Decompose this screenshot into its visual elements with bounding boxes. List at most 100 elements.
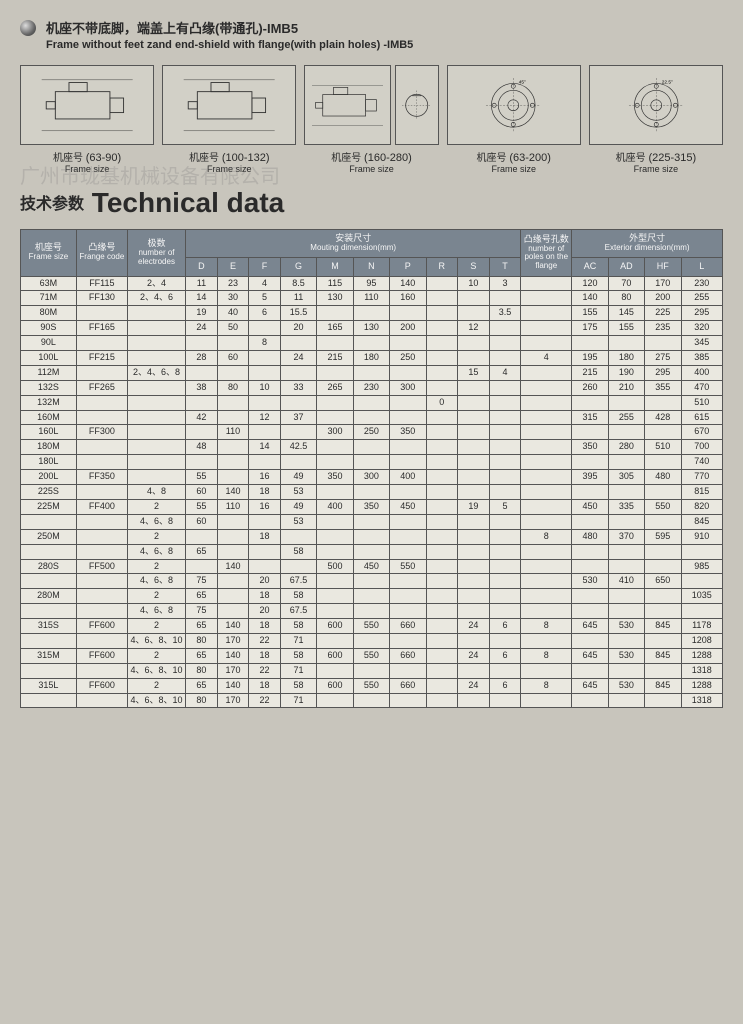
table-cell bbox=[280, 395, 316, 410]
table-cell bbox=[645, 604, 681, 619]
table-cell: 58 bbox=[280, 678, 316, 693]
table-cell: 24 bbox=[458, 648, 490, 663]
table-cell bbox=[353, 663, 389, 678]
table-cell: 65 bbox=[186, 678, 218, 693]
table-cell bbox=[317, 485, 353, 500]
table-cell bbox=[390, 574, 426, 589]
table-cell: 6 bbox=[489, 678, 521, 693]
table-cell: 5 bbox=[249, 291, 281, 306]
table-cell bbox=[458, 559, 490, 574]
table-row: 90L8345 bbox=[21, 336, 723, 351]
table-cell: FF600 bbox=[76, 678, 127, 693]
table-cell bbox=[645, 485, 681, 500]
table-cell: FF600 bbox=[76, 619, 127, 634]
table-cell bbox=[353, 455, 389, 470]
table-cell: 20 bbox=[249, 574, 281, 589]
table-cell: 58 bbox=[280, 619, 316, 634]
table-cell: 42 bbox=[186, 410, 218, 425]
diagram-label: 机座号 (63-200)Frame size bbox=[477, 149, 551, 175]
table-cell: 140 bbox=[217, 619, 249, 634]
table-cell bbox=[681, 574, 722, 589]
table-cell: 615 bbox=[681, 410, 722, 425]
table-cell: 71M bbox=[21, 291, 77, 306]
table-cell: 200 bbox=[645, 291, 681, 306]
table-cell: 230 bbox=[681, 276, 722, 291]
title-en: Frame without feet zand end-shield with … bbox=[46, 39, 723, 51]
svg-text:22.5°: 22.5° bbox=[661, 79, 672, 85]
table-cell bbox=[572, 693, 608, 708]
table-cell: 170 bbox=[217, 663, 249, 678]
table-cell: 4、6、8 bbox=[127, 574, 185, 589]
table-cell: 16 bbox=[249, 470, 281, 485]
table-cell bbox=[458, 470, 490, 485]
table-cell bbox=[521, 276, 572, 291]
table-cell: 24 bbox=[458, 678, 490, 693]
table-cell bbox=[489, 291, 521, 306]
table-cell: 820 bbox=[681, 499, 722, 514]
table-cell bbox=[426, 470, 458, 485]
table-cell: 80 bbox=[186, 633, 218, 648]
table-cell: 645 bbox=[572, 678, 608, 693]
table-cell bbox=[249, 514, 281, 529]
table-cell bbox=[426, 663, 458, 678]
table-cell: 12 bbox=[458, 321, 490, 336]
table-cell bbox=[353, 529, 389, 544]
table-cell: 63M bbox=[21, 276, 77, 291]
table-cell bbox=[217, 410, 249, 425]
table-cell bbox=[608, 544, 644, 559]
table-cell: 4、6、8 bbox=[127, 514, 185, 529]
table-cell bbox=[127, 395, 185, 410]
table-cell bbox=[353, 336, 389, 351]
table-cell bbox=[521, 291, 572, 306]
table-row: 71MFF1302、4、6143051113011016014080200255 bbox=[21, 291, 723, 306]
table-cell: 295 bbox=[681, 306, 722, 321]
table-cell: 75 bbox=[186, 574, 218, 589]
table-cell: 530 bbox=[608, 619, 644, 634]
diagram-group: 机座号 (100-132)Frame size bbox=[162, 65, 296, 175]
table-row: 315SFF6002651401858600550660246864553084… bbox=[21, 619, 723, 634]
table-cell: 18 bbox=[249, 648, 281, 663]
table-cell: 1288 bbox=[681, 678, 722, 693]
table-cell: 4、8 bbox=[127, 485, 185, 500]
table-cell: 2 bbox=[127, 619, 185, 634]
table-cell: 60 bbox=[217, 351, 249, 366]
table-cell: 180 bbox=[353, 351, 389, 366]
table-cell: 305 bbox=[608, 470, 644, 485]
table-cell: 160M bbox=[21, 410, 77, 425]
table-cell: 350 bbox=[390, 425, 426, 440]
table-cell bbox=[521, 365, 572, 380]
table-cell: 22 bbox=[249, 633, 281, 648]
table-cell bbox=[280, 559, 316, 574]
table-cell bbox=[426, 440, 458, 455]
table-cell bbox=[426, 351, 458, 366]
table-cell: 1288 bbox=[681, 648, 722, 663]
table-cell: 315M bbox=[21, 648, 77, 663]
table-cell: 260 bbox=[572, 380, 608, 395]
table-cell bbox=[426, 544, 458, 559]
table-cell bbox=[317, 663, 353, 678]
table-cell: 550 bbox=[353, 678, 389, 693]
table-cell: 110 bbox=[353, 291, 389, 306]
table-cell: 280S bbox=[21, 559, 77, 574]
table-cell: 225S bbox=[21, 485, 77, 500]
table-cell bbox=[353, 544, 389, 559]
tech-title-en: Technical data bbox=[92, 187, 284, 218]
diagram-label: 机座号 (160-280)Frame size bbox=[331, 149, 411, 175]
table-cell bbox=[249, 351, 281, 366]
table-cell bbox=[426, 455, 458, 470]
table-cell: 1035 bbox=[681, 589, 722, 604]
table-cell: 155 bbox=[608, 321, 644, 336]
table-cell bbox=[426, 291, 458, 306]
table-cell: 6 bbox=[489, 619, 521, 634]
table-cell: 20 bbox=[249, 604, 281, 619]
table-cell: 80 bbox=[186, 663, 218, 678]
table-cell bbox=[608, 589, 644, 604]
tech-title-cn: 技术参数 bbox=[20, 196, 84, 213]
table-cell: 400 bbox=[681, 365, 722, 380]
table-cell bbox=[317, 410, 353, 425]
table-cell: 670 bbox=[681, 425, 722, 440]
table-cell bbox=[458, 455, 490, 470]
table-cell bbox=[249, 365, 281, 380]
table-cell bbox=[426, 633, 458, 648]
table-cell: 11 bbox=[280, 291, 316, 306]
